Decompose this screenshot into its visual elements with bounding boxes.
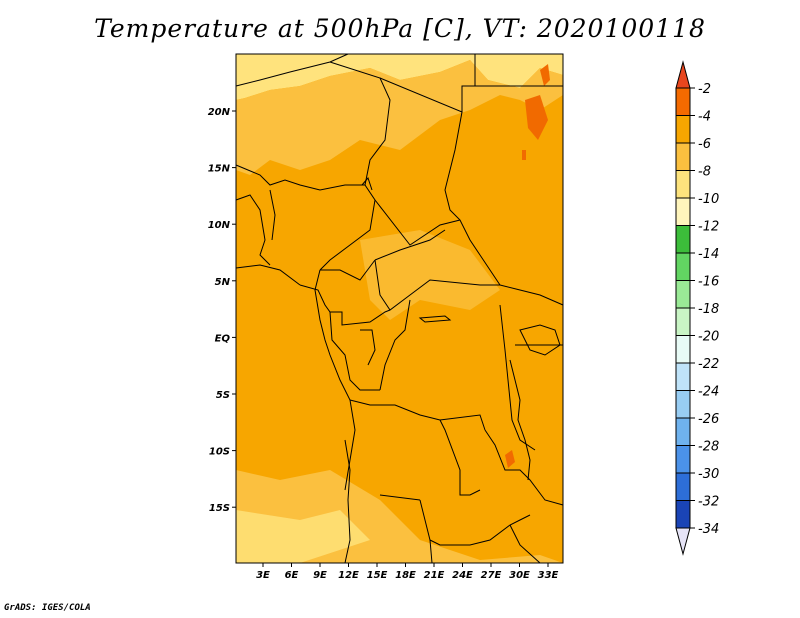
- country-borders: [235, 53, 564, 564]
- colorbar-label: -26: [698, 412, 719, 427]
- lon-tick-label: 12E: [338, 570, 359, 581]
- sahel-band: [236, 60, 563, 175]
- colorbar-label: -20: [698, 330, 719, 345]
- lon-tick-label: 3E: [256, 570, 270, 581]
- colorbar-label: -18: [698, 302, 719, 317]
- colorbar-label: -22: [698, 357, 719, 372]
- lon-tick-label: 33E: [538, 570, 559, 581]
- colorbar-swatch: [675, 335, 691, 364]
- colorbar-label: -12: [698, 220, 719, 235]
- colorbar-label: -14: [698, 247, 719, 262]
- colorbar-top-arrow: [675, 60, 691, 89]
- colorbar-swatch: [675, 115, 691, 144]
- lon-tick-label: 18E: [395, 570, 416, 581]
- lat-tick-label: 5S: [216, 390, 230, 401]
- lon-tick-label: 21E: [424, 570, 445, 581]
- colorbar-label: -10: [698, 192, 719, 207]
- east-warm-spots: [505, 64, 550, 468]
- colorbar-swatch: [675, 500, 691, 529]
- colorbar: -2 -4 -6 -8 -10 -12 -14 -16 -18 -20 -22 -24 -26 -28 -3…: [675, 60, 719, 556]
- colorbar-swatch: [675, 445, 691, 474]
- lon-tick-label: 9E: [313, 570, 327, 581]
- lat-tick-label: 20N: [208, 107, 231, 118]
- latitude-axis: 20N 15N 10N 5N EQ 5S 10S 15S: [208, 107, 236, 514]
- colorbar-swatch: [675, 252, 691, 281]
- lat-tick-label: 10N: [208, 220, 231, 231]
- lat-tick-label: EQ: [215, 333, 231, 344]
- colorbar-label: -2: [698, 82, 711, 97]
- colorbar-label: -24: [698, 385, 719, 400]
- colorbar-swatch: [675, 197, 691, 226]
- colorbar-label: -4: [698, 110, 711, 125]
- coast-and-lakes: [314, 177, 561, 491]
- colorbar-swatch: [675, 417, 691, 446]
- lat-tick-label: 5N: [215, 277, 231, 288]
- lon-tick-label: 15E: [367, 570, 388, 581]
- colorbar-label: -32: [698, 495, 719, 510]
- longitude-axis: 3E 6E 9E 12E 15E 18E 21E 24E 27E 30E 33E: [256, 563, 559, 581]
- colorbar-label: -6: [698, 137, 711, 152]
- lat-tick-label: 10S: [209, 447, 230, 458]
- southern-pale-patch: [236, 510, 370, 563]
- lon-tick-label: 24E: [452, 570, 473, 581]
- colorbar-swatch: [675, 142, 691, 171]
- colorbar-label: -28: [698, 440, 719, 455]
- colorbar-swatch: [675, 280, 691, 309]
- colorbar-label: -30: [698, 467, 719, 482]
- colorbar-label: -34: [698, 522, 719, 537]
- colorbar-swatch: [675, 307, 691, 336]
- grads-credit: GrADS: IGES/COLA: [4, 603, 91, 613]
- colorbar-swatch: [675, 362, 691, 391]
- lat-tick-label: 15S: [209, 503, 230, 514]
- map-field: [236, 54, 563, 563]
- lat-tick-label: 15N: [208, 164, 231, 175]
- colorbar-label: -16: [698, 275, 719, 290]
- colorbar-swatch: [675, 87, 691, 116]
- colorbar-swatch: [675, 225, 691, 254]
- colorbar-bottom-arrow: [675, 527, 691, 556]
- lon-tick-label: 30E: [509, 570, 530, 581]
- chart-title: Temperature at 500hPa [C], VT: 202010011…: [94, 14, 706, 43]
- map-frame: [235, 53, 564, 564]
- lon-tick-label: 6E: [285, 570, 299, 581]
- colorbar-swatch: [675, 472, 691, 501]
- colorbar-label: -8: [698, 165, 711, 180]
- colorbar-swatch: [675, 390, 691, 419]
- colorbar-swatch: [675, 170, 691, 199]
- lon-tick-label: 27E: [481, 570, 502, 581]
